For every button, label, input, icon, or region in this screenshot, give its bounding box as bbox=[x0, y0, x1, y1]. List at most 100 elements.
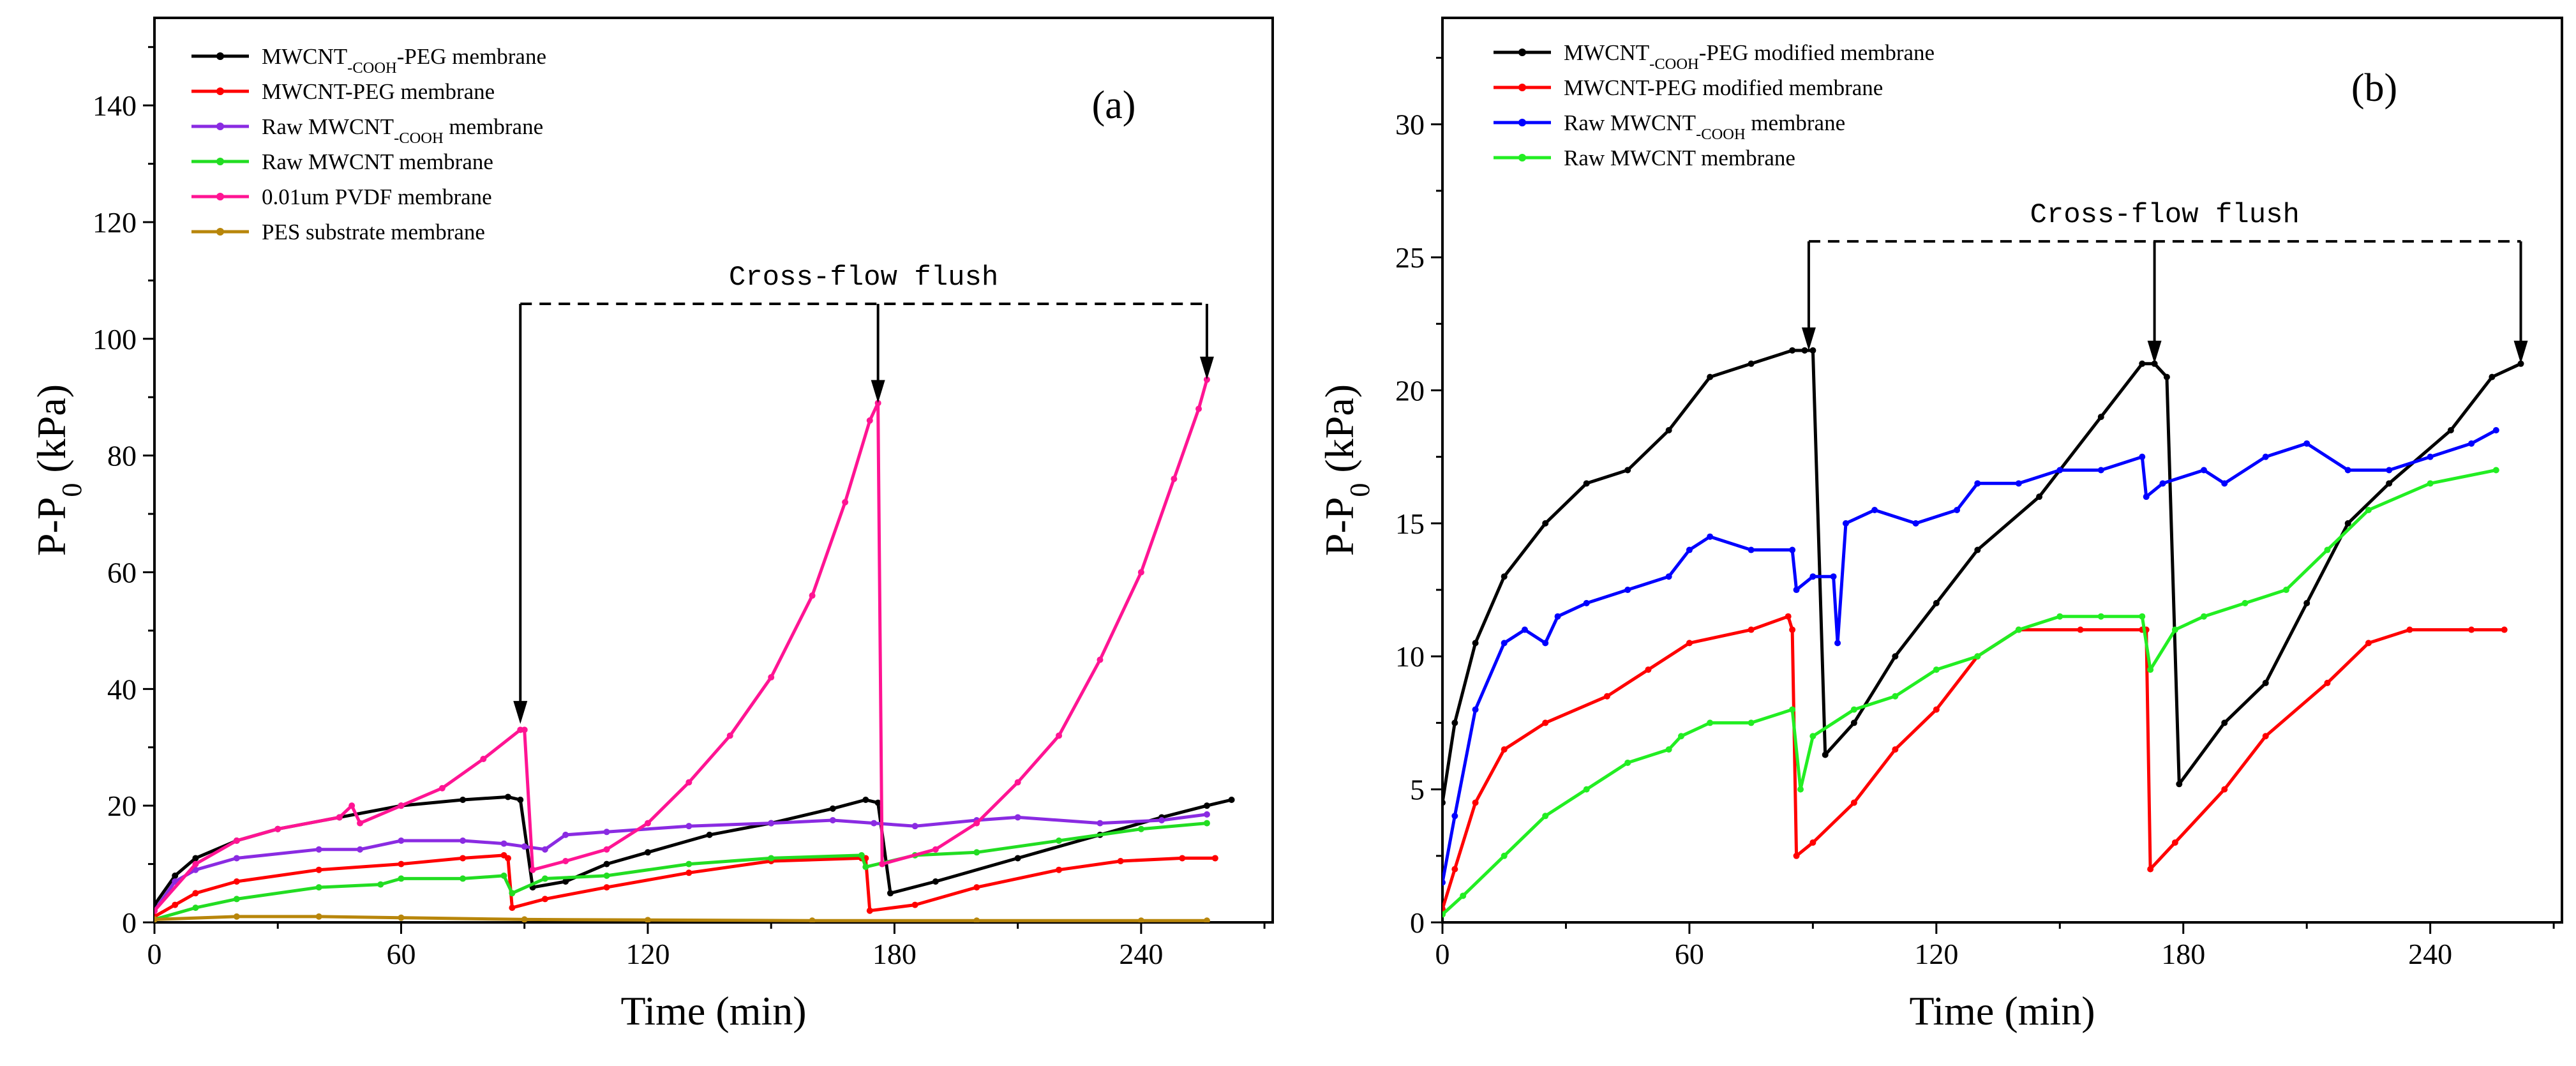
data-point bbox=[315, 846, 322, 853]
data-point bbox=[521, 916, 528, 922]
data-point bbox=[1933, 666, 1940, 673]
data-point bbox=[2176, 781, 2183, 788]
data-point bbox=[172, 878, 179, 885]
data-point bbox=[1583, 480, 1590, 487]
data-point bbox=[1228, 797, 1235, 804]
data-point bbox=[1624, 587, 1631, 594]
data-point bbox=[233, 913, 240, 920]
y-tick-label: 10 bbox=[1395, 640, 1425, 673]
data-point bbox=[1665, 746, 1672, 753]
y-tick-label: 120 bbox=[93, 206, 137, 239]
panel-b-chart: 0 60 120 180 240 0 5 10 15 20 25 30 Time (min) P-P0 (… bbox=[1317, 17, 2563, 1033]
x-tick-label: 0 bbox=[1435, 938, 1450, 970]
data-point bbox=[562, 858, 569, 865]
cross-flow-annotation: Cross-flow flush bbox=[1801, 199, 2528, 364]
data-point bbox=[504, 855, 511, 862]
data-point bbox=[1850, 706, 1857, 713]
data-point bbox=[2262, 453, 2269, 460]
y-axis-label: P-P0 (kPa) bbox=[1317, 384, 1375, 556]
y-tick-label: 25 bbox=[1395, 241, 1425, 274]
data-point bbox=[541, 896, 548, 903]
data-point bbox=[1442, 799, 1446, 806]
data-point bbox=[1056, 837, 1063, 845]
data-point bbox=[398, 837, 405, 845]
y-tick-label: 0 bbox=[122, 906, 137, 939]
data-point bbox=[2159, 480, 2166, 487]
data-point bbox=[192, 905, 199, 912]
data-point bbox=[348, 802, 356, 809]
data-point bbox=[1850, 799, 1857, 806]
series-line bbox=[1442, 469, 2497, 916]
flush-arrow-head bbox=[2147, 340, 2162, 364]
y-tick-label: 20 bbox=[1395, 374, 1425, 407]
data-point bbox=[871, 820, 878, 827]
panel-label: (b) bbox=[2351, 66, 2397, 110]
data-point bbox=[842, 499, 849, 506]
data-point bbox=[887, 890, 894, 897]
data-point bbox=[2262, 733, 2269, 740]
data-point bbox=[480, 756, 487, 763]
legend-marker bbox=[216, 228, 224, 236]
data-point bbox=[1933, 706, 1940, 713]
y-tick-label: 0 bbox=[1410, 906, 1425, 939]
data-point bbox=[603, 829, 610, 836]
data-point bbox=[809, 917, 816, 922]
data-point bbox=[1850, 719, 1857, 726]
data-point bbox=[644, 917, 651, 922]
data-point bbox=[1892, 746, 1899, 753]
x-axis-label: Time (min) bbox=[621, 988, 807, 1033]
data-point bbox=[357, 846, 364, 853]
data-point bbox=[398, 860, 405, 867]
data-point bbox=[1686, 640, 1693, 647]
data-point bbox=[521, 843, 528, 850]
data-point bbox=[2097, 613, 2104, 620]
legend-entry: PES substrate membrane bbox=[262, 220, 485, 244]
data-point bbox=[1892, 693, 1899, 700]
data-point bbox=[879, 860, 886, 867]
data-point bbox=[2262, 679, 2269, 686]
y-tick-label: 60 bbox=[107, 556, 137, 589]
data-point bbox=[2365, 640, 2372, 647]
legend-entry: MWCNT-PEG membrane bbox=[262, 79, 495, 104]
data-point bbox=[500, 872, 507, 879]
legend-marker bbox=[1518, 119, 1526, 126]
data-point bbox=[460, 797, 467, 804]
data-point bbox=[315, 913, 322, 920]
data-point bbox=[2221, 719, 2228, 726]
data-point bbox=[438, 784, 446, 792]
data-point bbox=[911, 823, 918, 830]
data-point bbox=[521, 726, 528, 733]
data-point bbox=[2056, 613, 2063, 620]
data-point bbox=[504, 793, 511, 800]
data-point bbox=[460, 837, 467, 845]
data-point bbox=[562, 878, 569, 885]
data-point bbox=[1912, 520, 1919, 527]
data-point bbox=[1809, 733, 1816, 740]
data-point bbox=[1472, 799, 1479, 806]
data-point bbox=[500, 840, 507, 847]
data-point bbox=[192, 890, 199, 897]
data-point bbox=[2386, 480, 2393, 487]
data-point bbox=[2344, 467, 2351, 474]
data-point bbox=[509, 890, 516, 897]
legend-entry: MWCNT-COOH-PEG modified membrane bbox=[1564, 40, 1935, 73]
data-point bbox=[233, 878, 240, 885]
x-tick-label: 60 bbox=[386, 938, 416, 970]
data-point bbox=[1707, 373, 1714, 380]
data-point bbox=[1842, 520, 1849, 527]
data-point bbox=[172, 901, 179, 908]
data-point bbox=[1871, 507, 1878, 514]
panel-a-chart: 0 60 120 180 240 0 20 40 60 80 100 120 140 Time (min)… bbox=[29, 17, 1274, 1033]
annotation-label: Cross-flow flush bbox=[729, 262, 998, 294]
legend: MWCNT-COOH-PEG modified membraneMWCNT-PE… bbox=[1494, 40, 1935, 170]
data-point bbox=[562, 831, 569, 838]
x-tick-label: 180 bbox=[872, 938, 917, 970]
data-point bbox=[866, 907, 873, 914]
flush-arrow-head bbox=[2513, 340, 2528, 364]
series-1 bbox=[1442, 347, 2524, 806]
data-point bbox=[1789, 626, 1796, 633]
data-point bbox=[1789, 347, 1796, 354]
data-point bbox=[726, 732, 733, 739]
data-point bbox=[1686, 546, 1693, 553]
